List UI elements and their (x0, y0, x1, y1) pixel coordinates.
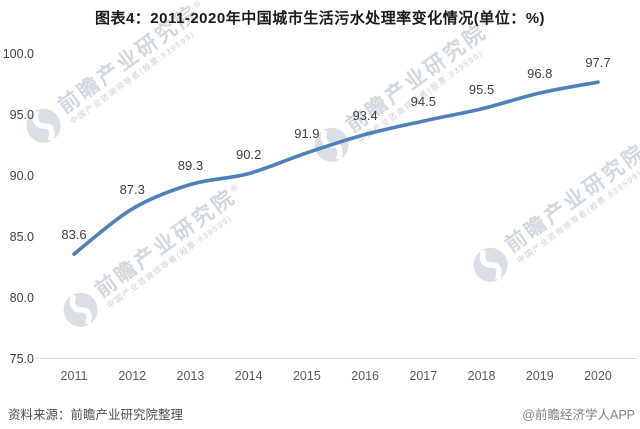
x-axis-tick-label: 2020 (584, 369, 612, 383)
data-label: 97.7 (585, 55, 611, 71)
data-label: 90.2 (236, 146, 262, 162)
y-axis-tick-label: 85.0 (9, 230, 34, 244)
data-label: 93.4 (352, 107, 378, 123)
data-label: 83.6 (61, 227, 87, 243)
x-axis-tick-label: 2011 (60, 369, 88, 383)
data-label: 95.5 (468, 81, 495, 97)
x-axis-tick-label: 2013 (176, 369, 205, 383)
y-axis-tick-label: 100.0 (2, 47, 34, 61)
data-label: 91.9 (294, 125, 320, 141)
source-note: 资料来源：前瞻产业研究院整理 (8, 408, 184, 422)
y-axis-tick-label: 95.0 (9, 108, 34, 122)
y-axis-tick-label: 80.0 (9, 291, 34, 305)
data-label: 89.3 (177, 157, 204, 173)
chart-title: 图表4：2011-2020年中国城市生活污水处理率变化情况(单位：%) (94, 10, 546, 27)
x-axis-tick-label: 2019 (525, 369, 554, 383)
x-axis-tick-label: 2016 (351, 369, 379, 383)
x-axis-tick-label: 2012 (118, 369, 147, 383)
trend-line (72, 80, 600, 256)
y-axis-tick-label: 90.0 (9, 169, 34, 183)
x-axis-tick-label: 2014 (234, 369, 263, 383)
x-axis-line (37, 358, 637, 359)
data-label: 87.3 (119, 181, 145, 197)
y-axis-tick-label: 75.0 (9, 352, 34, 366)
app-credit: @前瞻经济学人APP (522, 408, 635, 422)
x-axis-tick-label: 2018 (467, 369, 496, 383)
data-label: 94.5 (410, 94, 436, 110)
x-axis-tick-label: 2015 (292, 369, 321, 383)
data-label: 96.8 (527, 66, 553, 82)
x-axis-tick-label: 2017 (409, 369, 438, 383)
